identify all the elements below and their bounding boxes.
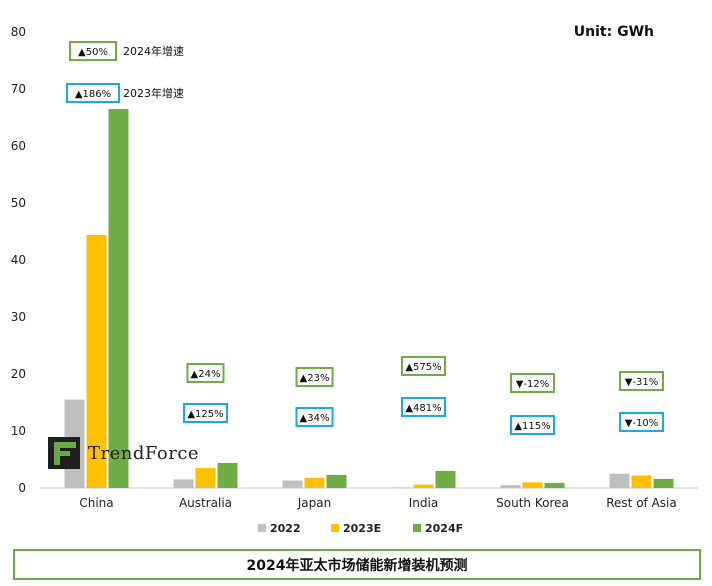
legend-label-2023e: 2023E [343,522,381,535]
bar-2022-india [391,487,412,488]
y-tick-label: 50 [11,196,26,210]
growth-2024-badge-box [186,363,225,383]
trendforce-logo: TrendForce [48,437,199,469]
legend-label-2022: 2022 [270,522,301,535]
bar-2023e-australia [195,468,216,488]
x-axis-labels: China Australia Japan India South Korea Rest … [79,496,676,510]
bar-2024f-rest-of-asia [653,478,674,488]
y-axis: 0 10 20 30 40 50 60 70 80 [11,25,698,495]
legend-swatch-2024f [413,524,421,532]
bar-2024f-japan [326,474,347,488]
growth-2024-badge-text: ▼-31% [625,377,659,388]
bar-2023e-china [86,234,107,488]
bar-2024f-china [108,108,129,488]
growth-2024-badge-box [401,356,446,376]
bar-2023e-japan [304,477,325,488]
bar-2023e-india [413,484,434,488]
growth-2023-key-box [66,83,120,103]
x-tick-label: Japan [297,496,331,510]
y-tick-label: 0 [18,481,26,495]
legend-label-2024f: 2024F [425,522,463,535]
growth-2023-badge-box [183,403,228,423]
growth-2023-badge-text: ▼-10% [625,418,659,429]
growth-2023-badge-box [401,397,446,417]
bar-2022-japan [282,480,303,488]
bars [64,108,674,488]
growth-2023-badge-text: ▲481% [405,403,441,414]
y-tick-label: 10 [11,424,26,438]
unit-label: Unit: GWh [574,24,654,40]
growth-2024-badge-text: ▲23% [300,373,330,384]
legend-swatch-2022 [258,524,266,532]
growth-2023-badge-text: ▲115% [514,421,550,432]
x-tick-label: Australia [179,496,232,510]
growth-2024-key-box [69,41,117,61]
bar-2024f-india [435,470,456,488]
growth-2024-badge-text: ▲575% [405,362,441,373]
growth-key: ▲50% 2024年增速 ▲186% 2023年增速 [66,41,184,103]
growth-2023-badge-box [295,407,334,427]
growth-2024-badge-text: ▲24% [191,369,221,380]
trendforce-logo-text: TrendForce [88,442,200,464]
growth-2023-badge-text: ▲125% [187,409,223,420]
x-tick-label: China [79,496,113,510]
growth-2023-badge-text: ▲34% [300,413,330,424]
y-tick-label: 20 [11,367,26,381]
bar-2022-south-korea [500,485,521,488]
growth-2024-key-sample: ▲50% [78,47,108,58]
bar-2024f-south-korea [544,482,565,488]
x-tick-label: Rest of Asia [606,496,676,510]
growth-2023-badge-box [510,415,555,435]
growth-2024-badge-box [510,373,555,393]
growth-badges: ▲24% ▲125% ▲23% ▲34% ▲575% ▲481% ▼-12% ▲115% ▼-3… [183,356,664,435]
legend-swatch-2023e [331,524,339,532]
growth-2023-key-label: 2023年增速 [123,86,184,100]
chart-footer-title: 2024年亚太市场储能新增装机预测 [13,549,701,580]
y-tick-label: 30 [11,310,26,324]
trendforce-logo-mark [48,437,80,469]
growth-2024-badge-box [295,367,334,387]
growth-2024-badge-text: ▼-12% [516,379,550,390]
y-tick-label: 60 [11,139,26,153]
bar-2024f-australia [217,462,238,488]
y-tick-label: 80 [11,25,26,39]
legend: 2022 2023E 2024F [258,522,463,535]
y-tick-label: 70 [11,82,26,96]
bar-2022-rest-of-asia [609,473,630,488]
growth-2024-key-label: 2024年增速 [123,44,184,58]
x-tick-label: India [409,496,438,510]
y-tick-label: 40 [11,253,26,267]
growth-2023-badge-box [619,412,664,432]
growth-2024-badge-box [619,371,664,391]
bar-2023e-rest-of-asia [631,475,652,488]
growth-2023-key-sample: ▲186% [75,89,111,100]
bar-2022-australia [173,479,194,488]
x-tick-label: South Korea [496,496,569,510]
bar-2023e-south-korea [522,482,543,488]
